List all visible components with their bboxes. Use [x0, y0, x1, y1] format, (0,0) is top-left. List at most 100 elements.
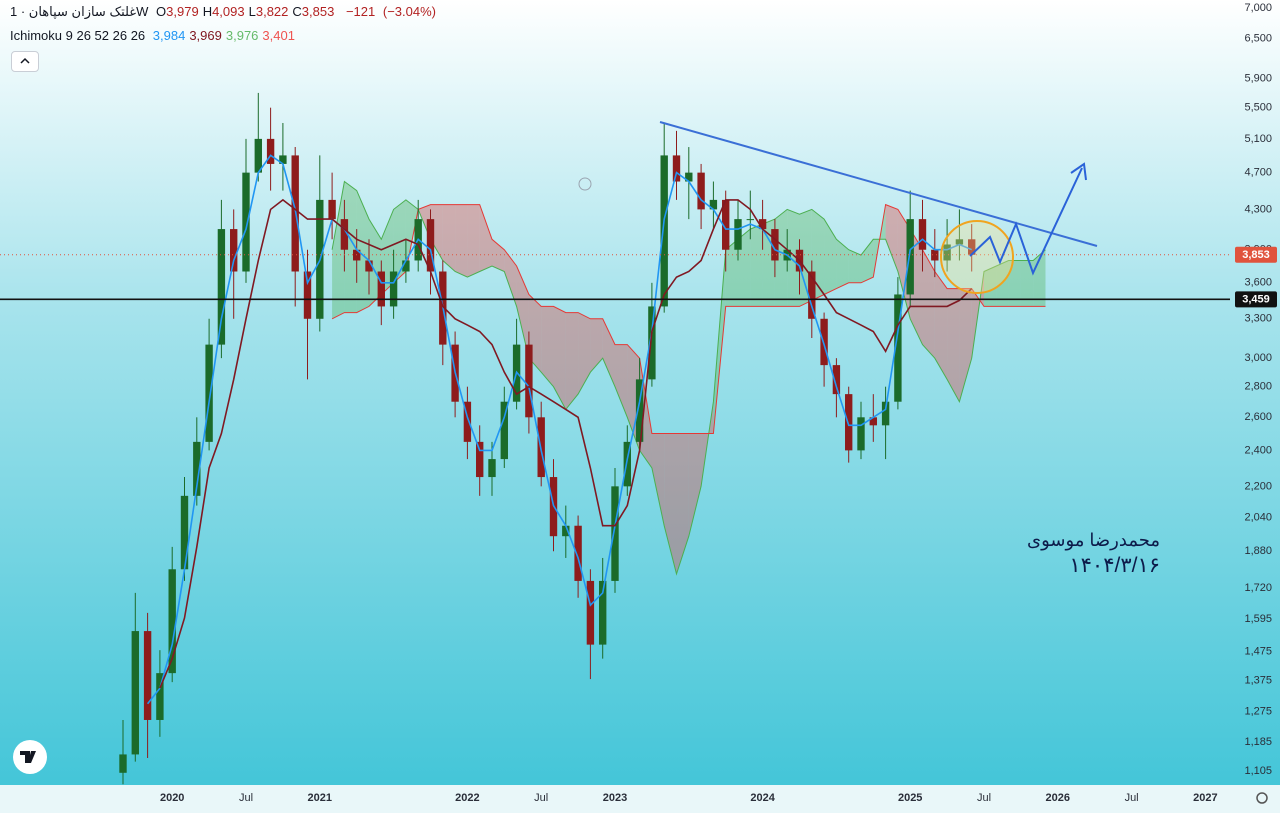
candle-body: [881, 401, 890, 426]
cloud-segment: [356, 190, 369, 313]
settings-icon[interactable]: [1256, 792, 1268, 804]
y-tick-label: 1,375: [1244, 674, 1272, 686]
candle-body: [918, 219, 927, 250]
cloud-segment: [430, 204, 443, 261]
candle-body: [832, 365, 841, 395]
cloud-segment: [1020, 260, 1034, 307]
x-tick-label: 2025: [898, 792, 922, 804]
candle-body: [771, 229, 779, 261]
candle-body: [758, 219, 767, 230]
y-tick-label: 1,185: [1244, 736, 1272, 748]
candle-body: [586, 580, 595, 645]
candle-body: [119, 754, 127, 773]
trendline: [659, 121, 1098, 247]
drawings: [13, 121, 1268, 804]
x-tick-label: 2021: [308, 792, 332, 804]
y-tick-label: 4,300: [1244, 203, 1272, 215]
candle-body: [500, 401, 508, 460]
y-tick-label: 1,595: [1244, 613, 1272, 625]
candle-body: [599, 580, 607, 645]
candle-body: [685, 172, 693, 182]
cloud-segment: [984, 265, 997, 307]
y-tick-label: 5,900: [1244, 73, 1272, 85]
y-tick-label: 2,400: [1244, 444, 1272, 456]
cloud-segment: [651, 433, 665, 526]
ohlc-value: 4,093: [212, 4, 245, 19]
candle-body: [857, 417, 865, 451]
cloud-segment: [541, 306, 554, 387]
y-tick-label: 3,000: [1244, 352, 1272, 364]
y-tick-label: 6,500: [1244, 33, 1272, 45]
ohlc-value: 3,979: [166, 4, 199, 19]
candle-body: [131, 631, 139, 755]
candle-body: [303, 271, 312, 319]
y-tick-label: 1,880: [1244, 545, 1272, 557]
candle-body: [205, 344, 213, 442]
price-tag-label: 3,853: [1242, 249, 1270, 261]
cloud-segment: [787, 209, 800, 307]
indicator-value: 3,976: [225, 28, 259, 43]
cloud-segment: [344, 181, 357, 313]
date-note: ۱۴۰۴/۳/۱۶: [1069, 554, 1160, 577]
candle-body: [143, 631, 152, 720]
x-tick-label: 2024: [750, 792, 775, 804]
price-tag-label: 3,459: [1242, 294, 1270, 306]
cloud-segment: [688, 433, 702, 537]
ohlc-key: C: [292, 4, 302, 19]
candle-body: [156, 673, 164, 720]
candle-body: [180, 495, 189, 570]
candle-body: [230, 229, 238, 272]
candle-body: [722, 199, 730, 250]
x-tick-label: 2023: [603, 792, 627, 804]
x-tick-label: 2020: [160, 792, 184, 804]
x-tick-label: Jul: [239, 792, 253, 804]
cloud-segment: [1008, 260, 1021, 307]
price-layer: [0, 92, 1230, 785]
indicator-line: [146, 154, 973, 705]
candle-body: [955, 239, 964, 245]
candle-body: [894, 294, 902, 402]
cloud-segment: [467, 204, 480, 278]
span-b-line: [331, 203, 1046, 434]
candle-body: [845, 394, 853, 451]
candle-body: [869, 417, 877, 426]
price-tag: [1235, 291, 1277, 308]
candle-body: [279, 155, 287, 164]
candle-body: [426, 219, 435, 272]
collapse-button[interactable]: [11, 51, 39, 72]
candle-body: [389, 271, 398, 307]
ohlc-key: L: [248, 4, 256, 19]
indicator-name: Ichimoku 9 26 52 26 26: [10, 28, 146, 43]
time-axis-bg: [0, 785, 1280, 813]
candle-body: [562, 525, 570, 537]
cloud-segment: [885, 204, 898, 272]
symbol: غلتک سازان سپاهان · 1W: [10, 4, 149, 19]
candle-body: [820, 318, 828, 366]
cloud-segment: [836, 239, 849, 289]
y-tick-label: 3,600: [1244, 277, 1272, 289]
candle-body: [709, 199, 718, 210]
x-tick-label: Jul: [1125, 792, 1139, 804]
candle-body: [943, 244, 951, 261]
span-a-line: [331, 180, 1046, 576]
candle-body: [931, 249, 939, 261]
candle-body: [476, 441, 484, 478]
candle-body: [697, 172, 705, 210]
cloud-segment: [455, 204, 468, 278]
ohlc-value: 3,853: [301, 4, 335, 19]
indicator-value: 3,401: [262, 28, 295, 43]
cloud-segment: [504, 249, 517, 307]
candle-body: [266, 138, 275, 164]
cursor-dot: [578, 177, 592, 191]
x-tick-label: 2026: [1046, 792, 1070, 804]
chevron: [20, 57, 30, 64]
cloud-segment: [676, 433, 689, 574]
y-tick-label: 2,200: [1244, 480, 1272, 492]
y-tick-label: 7,000: [1244, 2, 1272, 14]
ohlc-key: H: [202, 4, 213, 19]
cloud-segment: [934, 271, 948, 380]
candle-body: [193, 441, 201, 496]
indicator-line: [159, 198, 973, 689]
